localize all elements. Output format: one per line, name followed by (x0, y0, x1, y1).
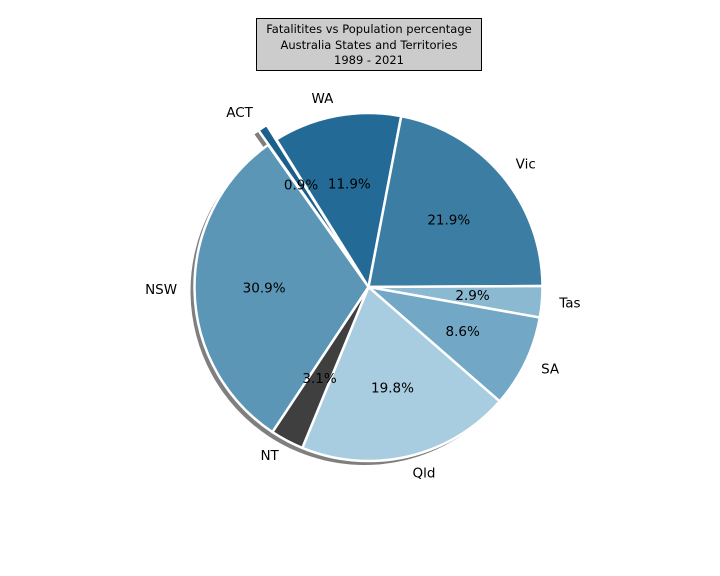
chart-title-box: Fatalitites vs Population percentage Aus… (256, 18, 482, 71)
slice-label-wa: WA (311, 91, 334, 107)
slice-percent-nsw: 30.9% (243, 281, 286, 297)
slice-label-act: ACT (226, 105, 253, 121)
slice-label-nt: NT (260, 448, 279, 464)
slice-percent-vic: 21.9% (427, 212, 470, 228)
slice-percent-wa: 11.9% (328, 176, 371, 192)
slice-label-tas: Tas (558, 295, 580, 311)
pie-slice-wa (275, 111, 403, 289)
pie-wedge-layer (193, 111, 544, 463)
pie-slice-nsw (193, 143, 370, 434)
slice-percent-tas: 2.9% (455, 288, 489, 304)
slice-percent-qld: 19.8% (371, 381, 414, 397)
pie-slice-sa (367, 285, 542, 403)
chart-title-line-2: Australia States and Territories (280, 37, 458, 52)
slice-percent-nt: 3.1% (302, 371, 336, 387)
slice-label-nsw: NSW (145, 282, 177, 298)
slice-percent-act: 0.9% (284, 178, 318, 194)
chart-title-line-3: 1989 - 2021 (334, 53, 404, 67)
pie-slice-vic (367, 114, 544, 289)
pie-label-layer: WA 11.9% Vic 21.9% Tas 2.9% SA 8.6% Qld 19.8% NT 3.… (145, 91, 580, 481)
slice-label-qld: Qld (412, 465, 435, 481)
chart-title-line-1: Fatalitites vs Population percentage (266, 22, 472, 36)
slice-label-sa: SA (541, 362, 560, 378)
slice-percent-sa: 8.6% (445, 324, 479, 340)
slice-label-vic: Vic (516, 157, 536, 173)
pie-slice-act (257, 123, 361, 274)
